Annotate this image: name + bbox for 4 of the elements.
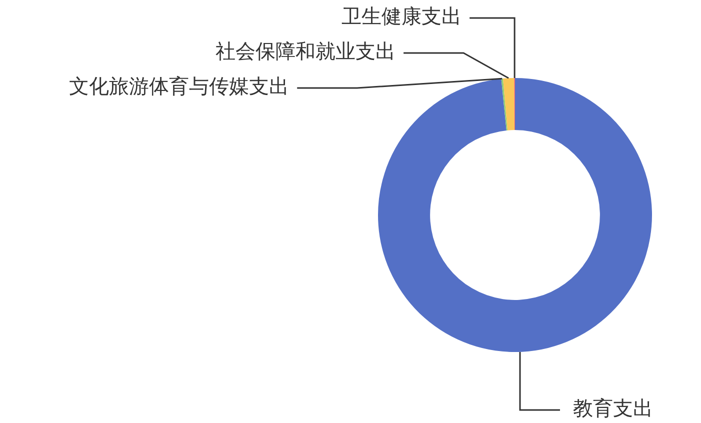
- slice-label: 文化旅游体育与传媒支出: [69, 74, 290, 98]
- slice-label: 卫生健康支出: [342, 4, 462, 28]
- slice-label: 社会保障和就业支出: [216, 39, 396, 64]
- slice-label: 教育支出: [573, 396, 653, 420]
